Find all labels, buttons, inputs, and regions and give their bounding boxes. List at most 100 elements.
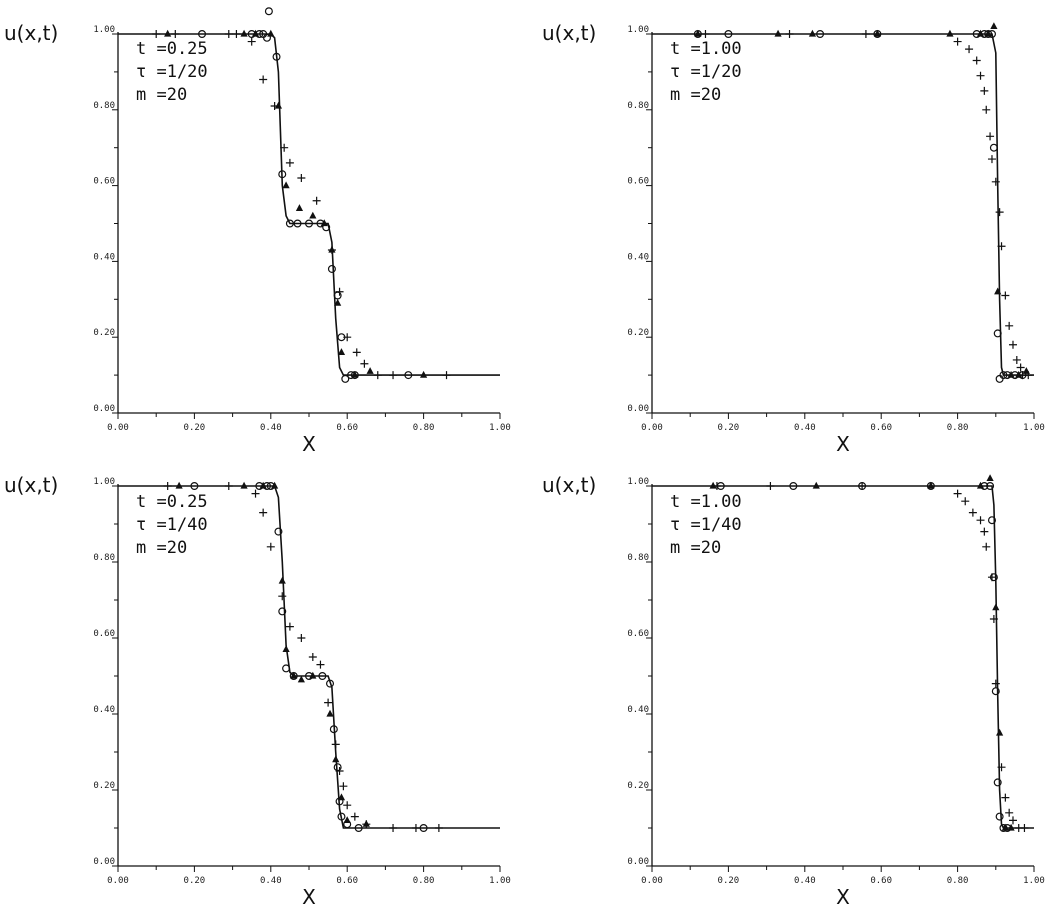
triangle-point bbox=[946, 29, 954, 37]
triangle-point bbox=[927, 481, 935, 489]
series-triangle bbox=[175, 481, 370, 827]
circle-point bbox=[278, 170, 287, 179]
plus-point bbox=[360, 359, 369, 368]
y-tick-label: 0.80 bbox=[93, 553, 115, 563]
triangle-point bbox=[278, 576, 286, 584]
triangle-point bbox=[282, 181, 290, 189]
circle-point bbox=[995, 374, 1004, 383]
series-triangle bbox=[709, 474, 1015, 831]
circle-point bbox=[986, 482, 995, 491]
x-tick-label: 0.20 bbox=[184, 876, 206, 886]
plus-point bbox=[701, 30, 710, 38]
triangle-point bbox=[976, 481, 985, 489]
plus-point bbox=[285, 622, 294, 631]
series-triangle bbox=[164, 29, 428, 378]
annotation-line: t =1.00 bbox=[670, 39, 742, 59]
x-tick-label: 0.40 bbox=[260, 876, 282, 886]
chart-panel-4: 0.00 0.20 0.40 0.60 0.80 1.00 0.00 0.20 0.40 0.60… bbox=[542, 473, 1045, 905]
x-tick-label: 0.20 bbox=[718, 423, 740, 433]
triangle-point bbox=[873, 29, 881, 37]
plus-point bbox=[1005, 321, 1014, 330]
plus-point bbox=[389, 824, 398, 832]
circle-point bbox=[262, 33, 271, 42]
triangle-point bbox=[709, 481, 717, 489]
triangle-point bbox=[282, 645, 290, 652]
y-tick-label: 0.20 bbox=[627, 781, 649, 791]
plus-point bbox=[953, 37, 962, 46]
circle-point bbox=[999, 371, 1008, 380]
triangle-point bbox=[366, 367, 374, 374]
triangle-point bbox=[694, 29, 702, 37]
x-tick-label: 0.00 bbox=[107, 423, 129, 433]
plus-point bbox=[350, 812, 359, 821]
triangle-point bbox=[267, 29, 275, 37]
plus-point bbox=[224, 30, 233, 38]
plus-point bbox=[997, 763, 1006, 772]
annotation-line: τ =1/20 bbox=[670, 62, 742, 82]
triangle-point bbox=[996, 728, 1004, 736]
plus-point bbox=[991, 679, 1000, 688]
triangle-point bbox=[343, 816, 351, 823]
y-tick-label: 0.40 bbox=[627, 252, 649, 262]
annotation-line: t =1.00 bbox=[670, 492, 742, 512]
x-tick-label: 1.00 bbox=[489, 423, 511, 433]
plus-point bbox=[1012, 355, 1021, 364]
annotation-line: t =0.25 bbox=[136, 39, 208, 59]
x-tick-label: 0.80 bbox=[413, 423, 435, 433]
x-axis-label: X bbox=[302, 432, 316, 456]
series-circle bbox=[198, 7, 413, 383]
triangle-point bbox=[992, 603, 1000, 611]
triangle-point bbox=[812, 481, 820, 489]
x-tick-label: 0.80 bbox=[947, 876, 969, 886]
x-tick-label: 1.00 bbox=[489, 876, 511, 886]
plus-point bbox=[785, 30, 794, 38]
plus-point bbox=[343, 801, 352, 810]
y-tick-label: 0.00 bbox=[93, 857, 115, 867]
y-axis-label: u(x,t) bbox=[542, 21, 596, 45]
plus-point bbox=[278, 592, 287, 601]
triangle-point bbox=[309, 671, 317, 679]
x-axis-label: X bbox=[836, 885, 850, 905]
y-tick-label: 0.40 bbox=[627, 705, 649, 715]
circle-point bbox=[991, 687, 1000, 696]
circle-point bbox=[989, 143, 998, 152]
triangle-point bbox=[320, 219, 328, 227]
plus-point bbox=[335, 287, 344, 296]
plus-point bbox=[335, 767, 344, 775]
y-tick-label: 0.40 bbox=[93, 705, 115, 715]
plus-point bbox=[343, 333, 352, 342]
series-plus bbox=[701, 30, 1033, 380]
x-tick-label: 0.60 bbox=[336, 423, 358, 433]
circle-point bbox=[789, 482, 798, 491]
x-tick-label: 0.00 bbox=[107, 876, 129, 886]
triangle-point bbox=[984, 29, 992, 37]
triangle-point bbox=[295, 204, 304, 211]
y-tick-label: 0.00 bbox=[627, 857, 649, 867]
circle-point bbox=[326, 679, 335, 688]
x-tick-label: 0.00 bbox=[641, 876, 663, 886]
plus-point bbox=[1008, 816, 1017, 825]
triangle-point bbox=[1007, 823, 1015, 831]
triangle-point bbox=[164, 29, 172, 37]
x-tick-label: 0.40 bbox=[260, 423, 282, 433]
plus-point bbox=[1001, 793, 1010, 802]
circle-point bbox=[816, 30, 825, 39]
x-tick-label: 0.00 bbox=[641, 423, 663, 433]
plus-point bbox=[232, 30, 241, 38]
x-tick-label: 1.00 bbox=[1023, 423, 1045, 433]
circle-point bbox=[305, 219, 314, 228]
plus-point bbox=[982, 105, 991, 114]
circle-point bbox=[995, 812, 1004, 821]
plus-point bbox=[270, 102, 279, 111]
plus-point bbox=[259, 75, 268, 84]
exact-solution-line bbox=[118, 33, 500, 376]
plus-point bbox=[987, 155, 996, 164]
series-circle bbox=[716, 482, 1012, 832]
x-tick-label: 0.20 bbox=[718, 876, 740, 886]
circle-point bbox=[282, 664, 291, 673]
plus-point bbox=[1024, 371, 1033, 380]
x-tick-label: 0.80 bbox=[413, 876, 435, 886]
circle-point bbox=[993, 778, 1002, 787]
triangle-point bbox=[326, 709, 334, 717]
